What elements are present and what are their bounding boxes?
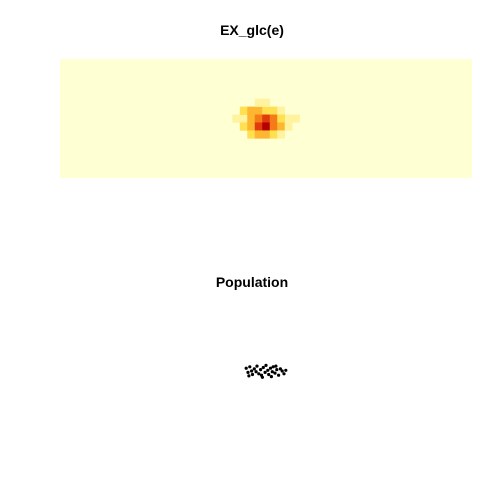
heatmap-cell — [277, 106, 286, 115]
heatmap-cell — [247, 106, 256, 115]
heatmap-cell — [239, 122, 248, 131]
scatter-point — [278, 367, 282, 371]
scatter-point — [263, 370, 267, 374]
heatmap-cell — [247, 130, 256, 139]
scatter-point — [282, 372, 286, 376]
scatter-point — [250, 369, 254, 373]
scatter-point — [247, 374, 251, 378]
heatmap-cell — [239, 114, 248, 123]
heatmap-cell — [269, 130, 278, 139]
scatter-point — [264, 363, 268, 367]
scatter-point — [252, 367, 256, 371]
heatmap-cell — [292, 114, 301, 123]
heatmap-cell — [277, 114, 286, 123]
scatter-point — [275, 368, 279, 372]
heatmap-cell — [247, 114, 256, 123]
scatter-point — [250, 372, 255, 377]
scatter-point — [255, 364, 259, 368]
heatmap-cell — [277, 122, 286, 131]
scatter-point — [267, 372, 271, 377]
scatter-point — [257, 372, 261, 376]
heatmap-cell — [262, 122, 271, 131]
heatmap-cell — [247, 122, 256, 131]
scatter-point — [246, 370, 250, 374]
heatmap-cell — [284, 122, 293, 131]
scatter-point — [274, 364, 278, 368]
heatmap-cell — [269, 122, 278, 131]
scatter-point — [261, 365, 265, 370]
scatter-point — [280, 369, 284, 373]
heatmap-cell — [269, 114, 278, 123]
scatter-point — [260, 375, 264, 379]
heatmap-cell — [254, 98, 263, 107]
heatmap-cell — [262, 114, 271, 123]
scatter-point — [269, 375, 273, 379]
heatmap-cell — [262, 98, 271, 107]
scatter-point — [271, 365, 275, 369]
heatmap-cell — [254, 106, 263, 115]
heatmap-cell — [239, 106, 248, 115]
scatter-point — [273, 371, 277, 375]
heatmap-cell — [262, 130, 271, 139]
heatmap-cell — [269, 106, 278, 115]
heatmap-cell — [254, 122, 263, 131]
heatmap-title: EX_glc(e) — [220, 22, 284, 38]
scatter-point — [259, 368, 263, 372]
scatter-title: Population — [215, 274, 289, 290]
heatmap-cell — [254, 130, 263, 139]
scatter-point — [284, 368, 288, 372]
scatter-point — [270, 370, 274, 374]
scatter-point — [248, 365, 252, 369]
heatmap-cell — [262, 106, 271, 115]
heatmap-cell — [254, 114, 263, 123]
heatmap-cell — [284, 114, 293, 123]
scatter-point — [254, 370, 258, 374]
heatmap-cell — [232, 114, 241, 123]
scatter-point — [244, 366, 248, 370]
scatter-point — [277, 373, 281, 377]
scatter-point — [268, 366, 273, 370]
scatter-point — [266, 368, 270, 372]
heatmap-cell — [277, 130, 286, 139]
